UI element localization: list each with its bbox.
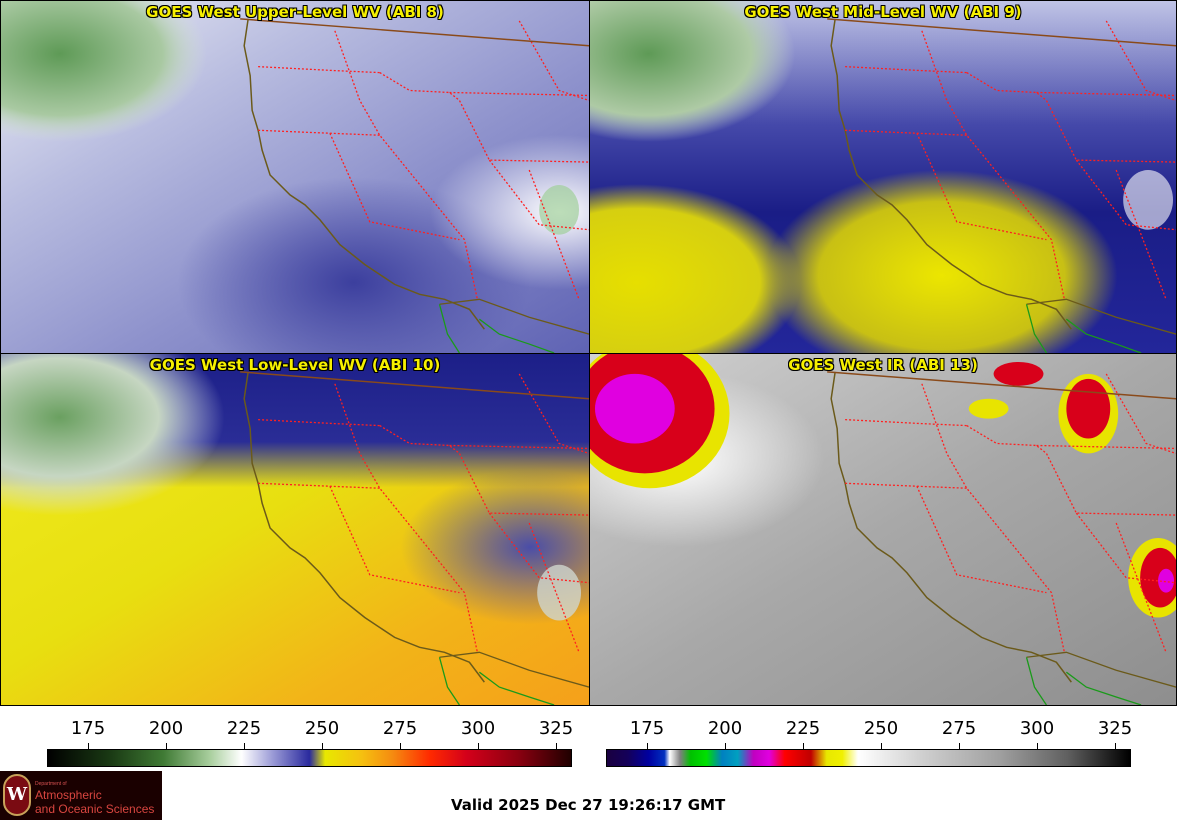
upper-level-wv-image bbox=[1, 1, 589, 353]
panel-title: GOES West Mid-Level WV (ABI 9) bbox=[744, 3, 1022, 21]
tick-mark bbox=[322, 743, 323, 749]
colorbar-ir: 175 200 225 250 275 300 325 bbox=[589, 706, 1177, 770]
panel-title: GOES West Upper-Level WV (ABI 8) bbox=[146, 3, 444, 21]
tick-mark bbox=[478, 743, 479, 749]
panel-title: GOES West IR (ABI 13) bbox=[788, 356, 978, 374]
panel-upper-level-wv: GOES West Upper-Level WV (ABI 8) bbox=[0, 0, 590, 354]
tick-mark bbox=[803, 743, 804, 749]
tick-label: 200 bbox=[148, 718, 184, 739]
tick-label: 175 bbox=[629, 718, 665, 739]
tick-mark bbox=[647, 743, 648, 749]
ir-image bbox=[590, 354, 1176, 705]
colorbar-wv-gradient bbox=[47, 749, 572, 767]
tick-mark bbox=[1037, 743, 1038, 749]
panel-low-level-wv: GOES West Low-Level WV (ABI 10) bbox=[0, 353, 590, 706]
logo-line1: Atmospheric bbox=[35, 788, 102, 802]
tick-mark bbox=[881, 743, 882, 749]
panel-ir: GOES West IR (ABI 13) bbox=[589, 353, 1177, 706]
tick-mark bbox=[556, 743, 557, 749]
tick-mark bbox=[400, 743, 401, 749]
uw-aos-logo: W Department of Atmospheric and Oceanic … bbox=[0, 771, 162, 820]
tick-label: 200 bbox=[707, 718, 743, 739]
tick-label: 300 bbox=[460, 718, 496, 739]
tick-mark bbox=[725, 743, 726, 749]
tick-mark bbox=[959, 743, 960, 749]
mid-level-wv-image bbox=[590, 1, 1176, 353]
tick-mark bbox=[1115, 743, 1116, 749]
tick-mark bbox=[244, 743, 245, 749]
tick-label: 300 bbox=[1019, 718, 1055, 739]
tick-mark bbox=[88, 743, 89, 749]
tick-label: 225 bbox=[226, 718, 262, 739]
tick-label: 250 bbox=[304, 718, 340, 739]
colorbar-wv: 175 200 225 250 275 300 325 bbox=[0, 706, 590, 770]
tick-mark bbox=[166, 743, 167, 749]
colorbar-ir-gradient bbox=[606, 749, 1131, 767]
tick-label: 325 bbox=[1097, 718, 1133, 739]
tick-label: 175 bbox=[70, 718, 106, 739]
tick-label: 225 bbox=[785, 718, 821, 739]
panel-mid-level-wv: GOES West Mid-Level WV (ABI 9) bbox=[589, 0, 1177, 354]
tick-label: 275 bbox=[382, 718, 418, 739]
tick-label: 325 bbox=[538, 718, 574, 739]
low-level-wv-image bbox=[1, 354, 589, 705]
logo-dept-text: Department of bbox=[35, 781, 67, 787]
tick-label: 275 bbox=[941, 718, 977, 739]
tick-label: 250 bbox=[863, 718, 899, 739]
valid-time: Valid 2025 Dec 27 19:26:17 GMT bbox=[451, 796, 726, 814]
logo-line2: and Oceanic Sciences bbox=[35, 802, 155, 816]
panel-title: GOES West Low-Level WV (ABI 10) bbox=[149, 356, 441, 374]
uw-seal-icon: W bbox=[3, 774, 31, 816]
